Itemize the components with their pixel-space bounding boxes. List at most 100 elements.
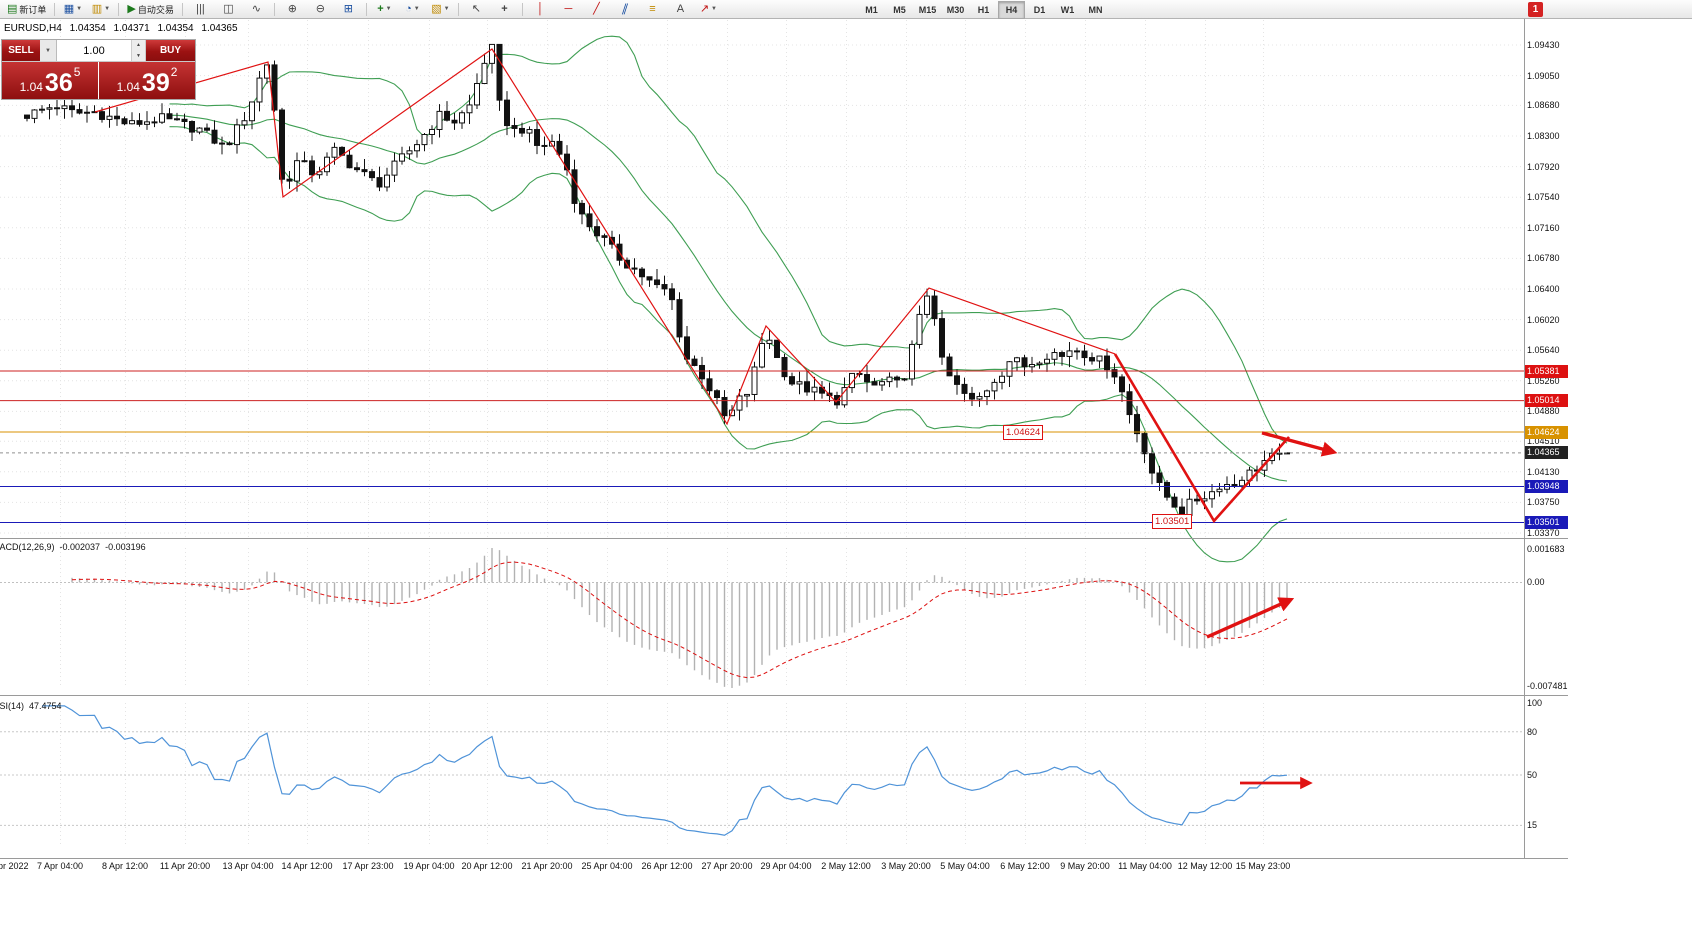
volume-decrease-button[interactable]: ▼ [132,50,145,61]
cursor-button[interactable]: ↖ [463,0,490,19]
timeframe-H1[interactable]: H1 [977,5,990,15]
profiles-button[interactable]: ▥ ▼ [87,0,114,19]
candlestick-icon: ◫ [223,2,234,15]
indicators-button[interactable]: + ▼ [371,0,398,19]
zigzag-trendline[interactable] [94,48,1116,426]
toolbar-separator [457,2,459,16]
macd-annotation-arrow[interactable] [1206,597,1295,639]
zoom-in-button[interactable]: ⊕ [279,0,306,19]
tile-windows-icon: ⊞ [343,2,354,15]
auto-trading-button[interactable]: ▶ 自动交易 [123,0,177,19]
close-value: 1.04365 [201,23,238,34]
volume-input[interactable] [57,40,131,61]
bollinger-lower-band [169,126,1288,563]
tile-windows-button[interactable]: ⊞ [335,0,362,19]
candlestick-button[interactable]: ◫ [215,0,242,19]
channel-button[interactable]: ∥ [611,0,638,19]
macd-signal-value: -0.003196 [105,542,146,552]
forecast-arrow[interactable] [1261,431,1338,457]
sell-price-pip: 5 [73,65,81,79]
templates-icon: ▧ [431,2,442,15]
rsi-value: 47.4754 [29,701,62,711]
chevron-down-icon: ▼ [413,6,420,12]
ohlc-header: EURUSD,H4 1.04354 1.04371 1.04354 1.0436… [4,23,243,34]
macd-indicator-label: MACD(12,26,9) -0.002037 -0.003196 [0,542,151,552]
price-annotation-tag[interactable]: 1.03501 [1152,514,1193,529]
timeframe-M1[interactable]: M1 [865,5,878,15]
macd-signal-line [71,561,1288,679]
chevron-down-icon: ▼ [76,6,83,12]
impulse-annotation-line[interactable] [1113,353,1290,524]
arrow-tool-icon: ↗ [699,2,710,15]
rsi-indicator-label: RSI(14) 47.4754 [0,701,67,711]
sell-price-display[interactable]: 1.04 36 5 [2,62,98,99]
toolbar-separator [118,2,120,16]
horizontal-line-button[interactable]: ─ [555,0,582,19]
timeframe-M15[interactable]: M15 [918,5,937,15]
buy-price-prefix: 1.04 [116,80,140,94]
toolbar-separator [521,2,523,16]
alerts-badge[interactable]: 1 [1528,2,1543,17]
timeframe-D1[interactable]: D1 [1033,5,1046,15]
rsi-name: RSI(14) [0,701,25,711]
periods-button[interactable]: ◔ ▼ [399,0,426,19]
auto-trading-label: 自动交易 [137,4,174,15]
new-chart-icon: ▦ [63,2,75,15]
horizontal-line-icon: ─ [564,2,573,15]
main-toolbar: ▤ 新订单 ▦ ▼ ▥ ▼ ▶ 自动交易 ||| ◫ ∿ ⊕ ⊖ ⊞ + ▼ ◔ [0,0,1692,19]
new-chart-button[interactable]: ▦ ▼ [59,0,86,19]
zoom-out-button[interactable]: ⊖ [307,0,334,19]
macd-histogram [71,548,1288,688]
buy-price-pip: 2 [170,65,178,79]
timeframe-MN[interactable]: MN [1088,5,1103,15]
buy-price-display[interactable]: 1.04 39 2 [99,62,195,99]
indicators-icon: + [377,2,384,15]
high-value: 1.04371 [113,23,150,34]
arrows-button[interactable]: ↗ ▼ [695,0,722,19]
volume-increase-button[interactable]: ▲ [132,40,145,51]
fibonacci-button[interactable]: ≡ [639,0,666,19]
price-annotation-tag[interactable]: 1.04624 [1003,425,1044,440]
new-order-label: 新订单 [19,4,47,15]
vertical-line-button[interactable]: │ [527,0,554,19]
clock-icon: ◔ [405,2,412,15]
new-order-button[interactable]: ▤ 新订单 [3,0,50,19]
buy-button[interactable]: BUY [146,40,195,61]
templates-button[interactable]: ▧ ▼ [427,0,454,19]
low-value: 1.04354 [157,23,194,34]
auto-trading-icon: ▶ [127,2,136,15]
crosshair-button[interactable]: + [491,0,518,19]
toolbar-separator [365,2,367,16]
zoom-out-icon: ⊖ [315,2,326,15]
channel-icon: ∥ [619,2,630,15]
volume-preset-dropdown[interactable]: ▼ [40,40,57,61]
text-button[interactable]: A [667,0,694,19]
profiles-icon: ▥ [91,2,103,15]
text-icon: A [676,2,685,15]
symbol-period-label: EURUSD,H4 [4,23,62,34]
bar-chart-button[interactable]: ||| [187,0,214,19]
timeframe-M30[interactable]: M30 [946,5,965,15]
line-chart-button[interactable]: ∿ [243,0,270,19]
chart-plot-area[interactable] [0,0,1568,874]
rsi-line [42,705,1288,836]
chevron-down-icon: ▼ [45,47,51,54]
chevron-down-icon: ▼ [711,6,717,12]
buy-price-big: 39 [141,69,170,97]
timeframe-M5[interactable]: M5 [893,5,906,15]
line-chart-icon: ∿ [251,2,262,15]
bar-chart-icon: ||| [196,2,205,15]
timeframe-H4[interactable]: H4 [998,1,1025,19]
trendline-button[interactable]: ╱ [583,0,610,19]
bollinger-upper-band [169,35,1288,444]
toolbar-separator [181,2,183,16]
macd-main-value: -0.002037 [59,542,101,552]
chevron-down-icon: ▼ [385,6,392,12]
sell-button[interactable]: SELL [2,40,40,61]
vertical-line-icon: │ [536,2,544,15]
timeframe-W1[interactable]: W1 [1060,5,1075,15]
toolbar-separator [54,2,56,16]
macd-name: MACD(12,26,9) [0,542,55,552]
volume-spinner: ▲ ▼ [131,40,146,61]
